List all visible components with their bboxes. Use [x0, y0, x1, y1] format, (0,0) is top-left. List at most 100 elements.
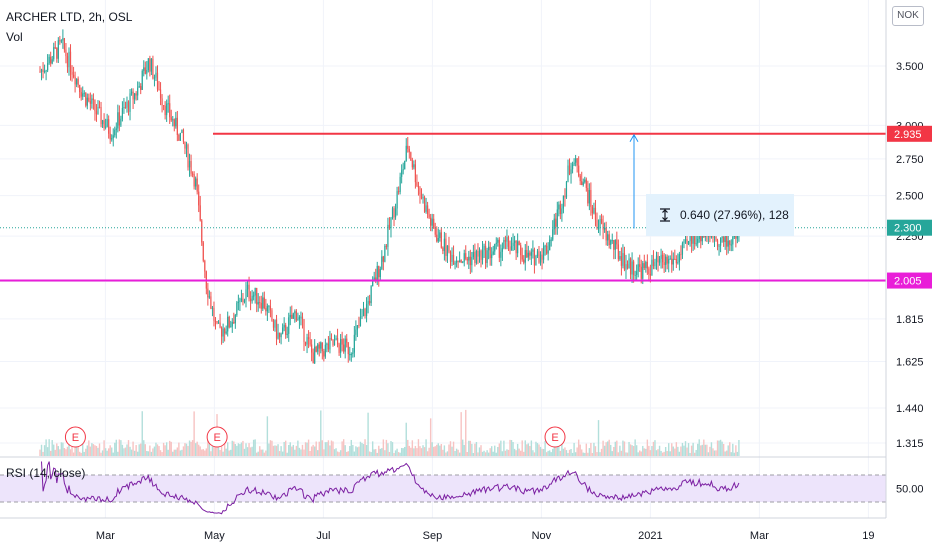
volume-bar: [176, 447, 179, 456]
candle-body: [669, 258, 671, 260]
candle-body: [445, 238, 447, 256]
volume-bar: [191, 440, 194, 456]
candle-body: [100, 106, 102, 125]
candle-body: [544, 245, 546, 247]
volume-bar: [404, 446, 406, 456]
candle-body: [40, 69, 43, 72]
volume-bar: [581, 449, 583, 456]
candle-body: [625, 264, 627, 270]
candle-body: [254, 287, 256, 296]
time-tick-label: May: [204, 530, 225, 542]
volume-bar: [655, 450, 658, 456]
volume-bar: [349, 446, 351, 456]
volume-bar: [117, 451, 119, 456]
candle-body: [671, 258, 673, 265]
candle-body: [173, 119, 175, 127]
candle-body: [115, 128, 117, 130]
rsi-label[interactable]: RSI (14, close): [6, 466, 86, 480]
candle-body: [555, 218, 557, 227]
volume-bar: [48, 439, 50, 456]
currency-button[interactable]: NOK: [892, 6, 924, 26]
candle-body: [192, 173, 194, 175]
volume-bar: [400, 447, 403, 456]
volume-bar: [639, 450, 641, 456]
volume-bar: [628, 441, 630, 456]
volume-bar: [490, 446, 493, 456]
candle-body: [484, 245, 487, 264]
volume-bar: [515, 450, 517, 456]
candle-body: [471, 257, 473, 266]
candle-body: [527, 252, 529, 258]
volume-bar: [217, 441, 220, 456]
volume-bar: [121, 444, 124, 456]
volume-bar: [199, 446, 201, 456]
volume-bar: [207, 439, 209, 456]
volume-bar: [170, 441, 172, 456]
candle-body: [597, 227, 600, 229]
candle-body: [520, 245, 522, 256]
candle-body: [277, 332, 279, 339]
candle-body: [132, 91, 134, 100]
price-axis[interactable]: 3.5003.0002.7502.5002.2502.0001.8151.625…: [885, 0, 924, 518]
candle-body: [422, 197, 424, 199]
candle-body: [648, 268, 650, 274]
candle-body: [288, 317, 290, 334]
candle-body: [373, 277, 375, 281]
volume-bar: [599, 452, 601, 456]
candle-body: [155, 72, 157, 78]
candle-body: [57, 40, 59, 59]
candle-body: [266, 306, 268, 312]
candle-body: [434, 227, 436, 235]
volume-bar: [703, 439, 705, 456]
candle-body: [109, 133, 111, 140]
measure-icon: [660, 208, 670, 222]
volume-bar: [477, 452, 479, 456]
volume-bar: [605, 442, 607, 456]
candle-body: [262, 297, 264, 309]
candle-body: [263, 297, 265, 309]
candle-body: [195, 178, 197, 187]
volume-bar: [536, 443, 539, 456]
volume-label[interactable]: Vol: [6, 30, 23, 44]
volume-bar: [159, 450, 162, 456]
candle-body: [298, 317, 301, 320]
candle-body: [333, 340, 336, 346]
candle-body: [114, 129, 116, 136]
candle-body: [469, 256, 471, 266]
volume-bar: [405, 422, 407, 456]
candle-body: [199, 205, 201, 221]
time-axis[interactable]: Mar May Jul Sep Nov 2021 Mar 19: [0, 517, 886, 542]
candle-body: [607, 234, 609, 241]
volume-bar: [82, 439, 84, 456]
volume-bar: [736, 451, 739, 456]
symbol-title[interactable]: ARCHER LTD, 2h, OSL: [6, 10, 133, 24]
volume-bar: [475, 441, 478, 456]
volume-bar: [289, 442, 291, 456]
volume-bar: [431, 442, 433, 456]
volume-bar: [706, 444, 708, 456]
volume-bar: [132, 441, 134, 456]
volume-bar: [300, 449, 302, 456]
volume-bar: [68, 444, 70, 456]
volume-bar: [42, 451, 44, 456]
candle-body: [144, 67, 146, 74]
volume-bar: [185, 443, 188, 456]
volume-bar: [542, 449, 545, 456]
candle-body: [317, 344, 319, 352]
candle-body: [341, 339, 343, 345]
volume-bar: [509, 439, 511, 456]
candle-body: [82, 93, 84, 97]
volume-bar: [182, 446, 185, 456]
volume-bar: [411, 440, 414, 456]
candle-body: [433, 218, 435, 228]
candle-body: [85, 92, 87, 106]
volume-bar: [143, 440, 145, 456]
candle-body: [271, 310, 273, 321]
volume-bar: [275, 445, 278, 456]
chart-grid: [0, 0, 886, 518]
candle-body: [143, 67, 145, 71]
price-tick-label: 1.815: [896, 314, 924, 326]
candle-body: [385, 245, 388, 247]
